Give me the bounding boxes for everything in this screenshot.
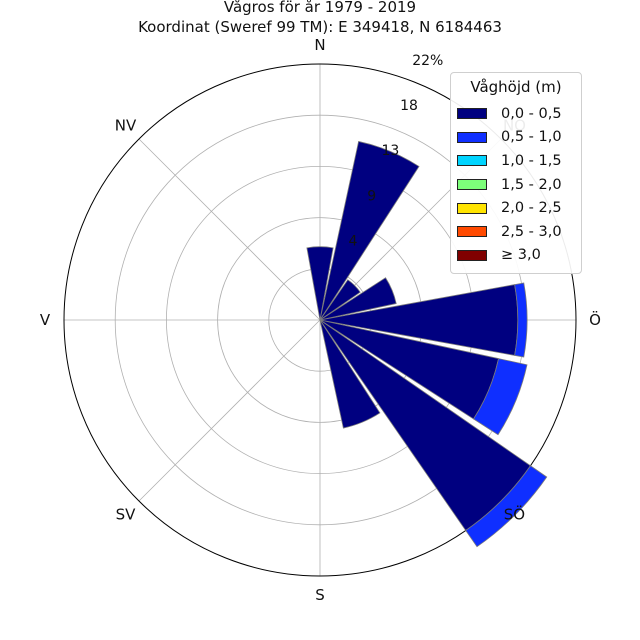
legend-item: 2,0 - 2,5: [457, 196, 575, 220]
legend-item: 1,5 - 2,0: [457, 173, 575, 197]
bar-5-seg-1: [473, 358, 528, 436]
bar-1-seg-0: [319, 140, 420, 321]
legend-swatch: [457, 131, 487, 143]
direction-label: SV: [116, 505, 137, 523]
grid-spoke: [138, 138, 321, 321]
bar-2-seg-0: [319, 279, 361, 321]
direction-label: SÖ: [504, 504, 525, 523]
legend-title: Våghöjd (m): [470, 78, 562, 96]
legend-item: 1,0 - 1,5: [457, 149, 575, 173]
legend-label: 0,5 - 1,0: [501, 129, 562, 146]
bar-6-seg-1: [465, 465, 548, 548]
bars-group: [306, 140, 548, 548]
legend-label: 1,0 - 1,5: [501, 152, 562, 169]
direction-label: Ö: [589, 310, 601, 329]
direction-label: V: [40, 311, 51, 329]
direction-label: S: [315, 586, 325, 604]
bar-3-seg-0: [319, 277, 397, 321]
legend-item: ≥ 3,0: [457, 244, 575, 268]
legend-label: 2,0 - 2,5: [501, 200, 562, 217]
bar-4-seg-1: [514, 282, 528, 358]
bar-0-seg-0: [306, 246, 334, 321]
legend: Våghöjd (m) 0,0 - 0,5 0,5 - 1,0 1,0 - 1,5 1…: [450, 72, 582, 275]
legend-items: 0,0 - 0,5 0,5 - 1,0 1,0 - 1,5 1,5 - 2,0 2,0 …: [457, 102, 575, 267]
legend-label: 0,0 - 0,5: [501, 105, 562, 122]
chart-subtitle: Koordinat (Sweref 99 TM): E 349418, N 61…: [138, 18, 502, 36]
radial-tick-label: 18: [400, 98, 418, 114]
legend-swatch: [457, 155, 487, 167]
legend-swatch: [457, 226, 487, 238]
radial-tick-label: 9: [367, 188, 376, 204]
grid-spoke: [138, 319, 321, 502]
chart-title: Vågros för år 1979 - 2019: [223, 0, 417, 16]
legend-swatch: [457, 249, 487, 261]
legend-item: 0,0 - 0,5: [457, 102, 575, 126]
outer-circle: [63, 63, 577, 577]
radial-tick-label: 4: [348, 233, 357, 249]
legend-label: ≥ 3,0: [501, 247, 541, 264]
legend-label: 1,5 - 2,0: [501, 176, 562, 193]
legend-swatch: [457, 202, 487, 214]
radial-tick-label: 22%: [412, 53, 443, 69]
legend-swatch: [457, 108, 487, 120]
radial-tick-label: 13: [381, 143, 399, 159]
legend-label: 2,5 - 3,0: [501, 223, 562, 240]
bar-7-seg-0: [319, 319, 381, 429]
direction-label: N: [314, 36, 325, 54]
direction-label: NV: [115, 117, 137, 135]
legend-item: 0,5 - 1,0: [457, 126, 575, 150]
legend-swatch: [457, 179, 487, 191]
legend-item: 2,5 - 3,0: [457, 220, 575, 244]
